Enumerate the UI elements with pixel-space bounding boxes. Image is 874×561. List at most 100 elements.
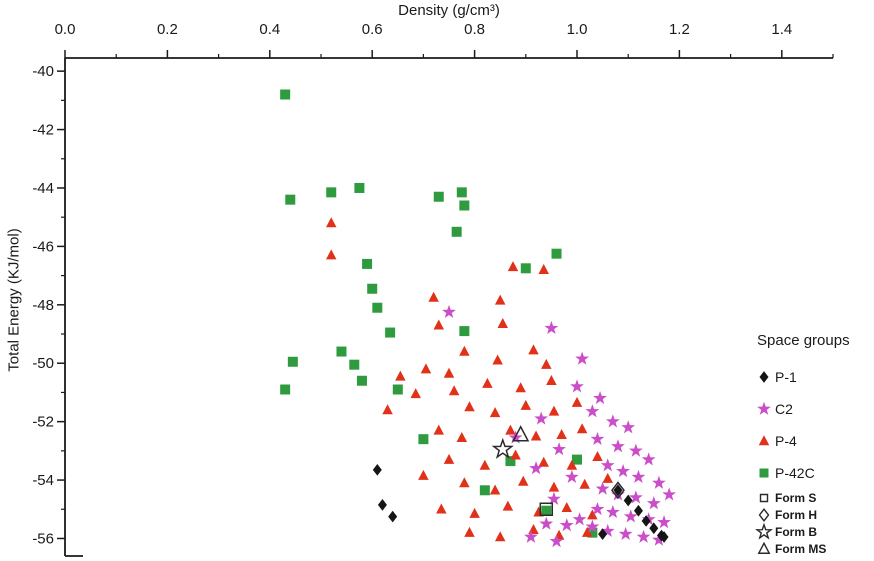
point-p-4 (538, 264, 549, 275)
point-c2 (623, 509, 638, 523)
point-c2 (529, 461, 543, 475)
point-p-42c (362, 258, 373, 269)
point-p-4 (418, 469, 429, 480)
point-p-4 (420, 363, 432, 374)
y-tick-label: -44 (32, 180, 54, 197)
point-p-4 (482, 377, 493, 388)
legend-label: Form S (775, 490, 817, 505)
legend-label: P-1 (775, 369, 797, 385)
point-p-4 (530, 430, 542, 441)
point-p-4 (505, 424, 516, 435)
point-p-4 (602, 472, 613, 483)
point-c2 (534, 411, 549, 425)
point-c2 (652, 475, 666, 489)
y-tick-label: -56 (32, 530, 54, 547)
legend-item-p4: P-4 (753, 425, 873, 457)
point-c2 (572, 512, 587, 526)
square-marker-icon (753, 464, 775, 482)
x-tick-label: 1.4 (771, 21, 792, 38)
point-c2 (618, 526, 633, 540)
point-c2 (600, 458, 615, 472)
x-tick-label: 0.4 (259, 21, 280, 38)
point-c2 (595, 481, 610, 495)
point-c2 (628, 490, 643, 504)
point-p-4 (548, 405, 560, 416)
point-p-1 (372, 463, 382, 476)
point-p-4 (428, 291, 439, 302)
legend-label: C2 (775, 401, 793, 417)
point-p-4 (566, 459, 578, 470)
point-c2 (662, 487, 677, 501)
point-p-4 (410, 388, 421, 399)
legend-item-form-b: Form B (753, 522, 873, 541)
point-p-4 (395, 370, 406, 381)
point-c2 (593, 391, 607, 405)
legend: Space groups P-1 C2 P-4 P-42C Form S For… (753, 332, 873, 557)
x-tick-label: 0.8 (464, 21, 485, 38)
point-p-42c (418, 434, 429, 445)
point-p-4 (507, 261, 519, 272)
point-p-4 (489, 407, 501, 418)
y-tick-label: -42 (32, 122, 54, 139)
point-form-h (611, 481, 625, 500)
x-axis-title: Density (g/cm³) (398, 2, 500, 19)
point-p-4 (494, 294, 506, 305)
legend-item-form-ms: Form MS (753, 540, 873, 557)
legend-label: Form MS (775, 541, 827, 556)
point-p-42c (336, 346, 347, 357)
point-c2 (600, 523, 615, 538)
point-p-4 (459, 345, 470, 356)
open-star-marker-icon (753, 522, 775, 541)
point-c2 (547, 491, 561, 505)
point-p-4 (510, 449, 521, 460)
point-c2 (631, 469, 646, 483)
legend-label: P-4 (775, 433, 797, 449)
point-p-4 (571, 396, 583, 407)
point-c2 (628, 443, 643, 457)
point-p-4 (502, 500, 514, 511)
point-p-4 (515, 382, 526, 393)
point-p-42c (349, 359, 360, 370)
point-p-4 (579, 478, 590, 489)
point-p-42c (354, 182, 365, 193)
point-p-1 (633, 504, 643, 517)
point-p-4 (459, 477, 470, 488)
point-c2 (621, 420, 636, 434)
point-c2 (524, 529, 538, 543)
point-p-4 (464, 401, 475, 412)
point-p-42c (520, 263, 531, 274)
star-marker-icon (753, 400, 775, 418)
point-p-42c (572, 454, 582, 465)
point-c2 (570, 379, 584, 393)
point-c2 (611, 439, 625, 453)
legend-title: Space groups (757, 332, 850, 349)
legend-item-p1: P-1 (753, 361, 873, 393)
triangle-marker-icon (753, 432, 775, 450)
point-p-42c (479, 485, 490, 496)
point-c2 (636, 529, 651, 543)
point-c2 (544, 320, 559, 335)
point-p-4 (517, 475, 529, 486)
x-tick-label: 1.0 (567, 21, 588, 38)
open-square-marker-icon (753, 489, 775, 507)
point-p-4 (556, 429, 567, 440)
point-p-4 (433, 424, 445, 435)
open-triangle-marker-icon (753, 540, 775, 558)
point-p-4 (528, 523, 539, 534)
y-tick-label: -54 (32, 472, 54, 489)
legend-label: Form H (775, 507, 817, 522)
point-p-4 (433, 319, 445, 330)
legend-label: P-42C (775, 465, 815, 481)
point-p-4 (546, 375, 557, 386)
point-p-4 (479, 459, 491, 470)
point-p-42c (372, 302, 383, 313)
point-p-4 (541, 358, 552, 369)
point-p-4 (489, 484, 501, 495)
y-tick-label: -46 (32, 238, 54, 255)
point-c2 (657, 515, 671, 529)
point-p-4 (325, 217, 337, 228)
point-p-1 (613, 484, 623, 497)
point-p-4 (464, 526, 475, 537)
point-c2 (590, 502, 605, 516)
